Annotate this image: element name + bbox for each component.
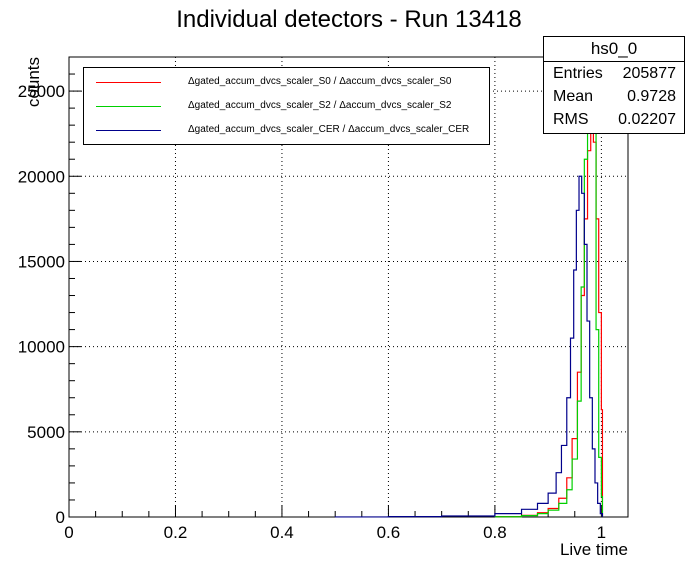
legend-item-s2: Δgated_accum_dvcs_scaler_S2 / Δaccum_dvc… — [84, 97, 489, 117]
x-tick-label: 1 — [597, 523, 606, 542]
y-tick-label: 25000 — [18, 82, 65, 101]
stats-mean-value: 0.9728 — [627, 88, 676, 105]
stats-rms-value: 0.02207 — [618, 111, 676, 128]
x-tick-label: 0 — [64, 523, 73, 542]
x-axis-label: Live time — [560, 540, 628, 559]
stats-row-entries: Entries 205877 — [544, 62, 684, 85]
stats-mean-label: Mean — [553, 88, 594, 105]
y-axis-label: counts — [24, 57, 43, 107]
x-tick-label: 0.8 — [483, 523, 507, 542]
legend-label-cer: Δgated_accum_dvcs_scaler_CER / Δaccum_dv… — [188, 124, 470, 135]
stats-row-rms: RMS 0.02207 — [544, 108, 684, 131]
y-tick-label: 15000 — [18, 252, 65, 271]
legend-swatch-s0 — [96, 82, 161, 83]
stats-rms-label: RMS — [553, 111, 589, 128]
stats-entries-label: Entries — [553, 65, 603, 82]
legend: Δgated_accum_dvcs_scaler_S0 / Δaccum_dvc… — [83, 67, 490, 145]
x-tick-label: 0.6 — [377, 523, 401, 542]
x-tick-label: 0.4 — [270, 523, 294, 542]
stats-entries-value: 205877 — [622, 65, 676, 82]
stats-box: hs0_0 Entries 205877 Mean 0.9728 RMS 0.0… — [543, 36, 685, 134]
legend-swatch-s2 — [96, 106, 161, 107]
y-tick-label: 5000 — [27, 423, 65, 442]
stats-row-mean: Mean 0.9728 — [544, 85, 684, 108]
y-tick-label: 10000 — [18, 338, 65, 357]
legend-item-cer: Δgated_accum_dvcs_scaler_CER / Δaccum_dv… — [84, 121, 489, 141]
legend-item-s0: Δgated_accum_dvcs_scaler_S0 / Δaccum_dvc… — [84, 73, 489, 93]
legend-label-s2: Δgated_accum_dvcs_scaler_S2 / Δaccum_dvc… — [188, 100, 452, 111]
legend-label-s0: Δgated_accum_dvcs_scaler_S0 / Δaccum_dvc… — [188, 76, 452, 87]
series-cer-histogram — [334, 175, 604, 518]
x-tick-label: 0.2 — [164, 523, 188, 542]
chart-title: Individual detectors - Run 13418 — [176, 6, 522, 33]
y-tick-label: 20000 — [18, 167, 65, 186]
legend-swatch-cer — [96, 130, 161, 131]
y-tick-label: 0 — [56, 508, 65, 527]
series-s2-histogram — [494, 98, 604, 518]
stats-title: hs0_0 — [544, 37, 684, 62]
series-s0-histogram — [494, 124, 604, 518]
